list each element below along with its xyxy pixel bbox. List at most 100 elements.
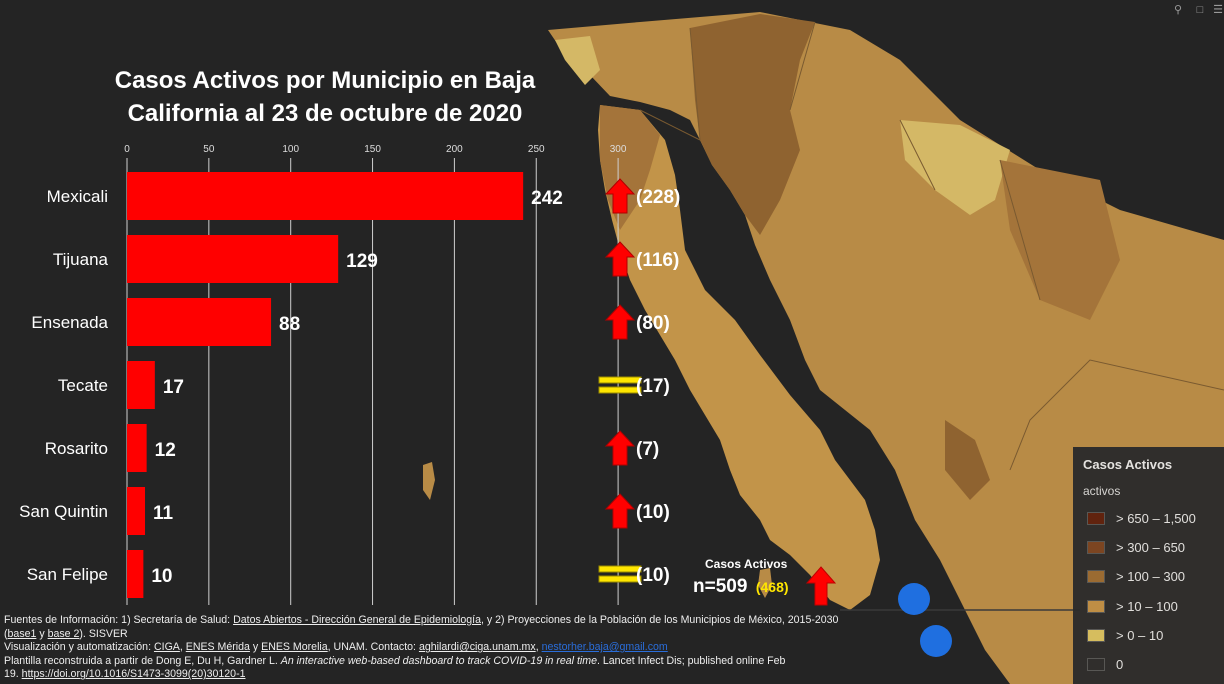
sources-text-part: Plantilla reconstruida a partir de Dong …: [4, 654, 281, 667]
sources-line-3: Visualización y automatización: CIGA, EN…: [4, 641, 884, 655]
category-label: Tecate: [58, 376, 108, 395]
bar: [127, 487, 146, 535]
legend-title: Casos Activos: [1083, 457, 1173, 472]
total-previous-value: (468): [755, 579, 789, 595]
previous-value-label: (7): [636, 439, 659, 460]
previous-value-label: (17): [636, 376, 670, 397]
value-label: 11: [153, 503, 174, 524]
value-label: 129: [346, 251, 378, 272]
sources-text-part: (: [4, 627, 8, 640]
datos-abiertos-link[interactable]: Datos Abiertos - Dirección General de Ep…: [233, 614, 481, 626]
peninsula: [598, 105, 880, 610]
region-dark: [690, 14, 815, 235]
category-label: Rosarito: [45, 439, 108, 458]
bar: [127, 235, 339, 283]
region-dark-3: [945, 420, 990, 500]
ciga-link[interactable]: CIGA: [153, 641, 180, 654]
bar: [127, 361, 155, 409]
bar: [127, 424, 147, 472]
trend-indicators: [598, 178, 642, 583]
grid-layer: [126, 158, 619, 605]
sources-text-part: 19.: [4, 668, 22, 681]
x-tick-label: 300: [610, 144, 627, 155]
legend-item: > 100 – 300: [1087, 567, 1185, 585]
region-light: [900, 120, 1010, 215]
legend-item: > 10 – 100: [1087, 597, 1178, 615]
previous-value-labels: (228) (116) (80) (17) (7) (10) (10): [636, 187, 680, 586]
legend-item: > 300 – 650: [1087, 538, 1185, 556]
previous-value-label: (116): [636, 250, 679, 271]
sources-text-part: Visualización y automatización:: [4, 641, 154, 654]
sources-text-part: ). SISVER: [79, 627, 128, 640]
value-label: 12: [155, 440, 176, 461]
x-tick-label: 150: [364, 144, 381, 155]
contact-email-link-2[interactable]: nestorher.baja@gmail.com: [541, 641, 668, 654]
sources-text-part: , y 2) Proyecciones de la Población de l…: [480, 614, 839, 626]
legend-label: > 100 – 300: [1116, 568, 1186, 584]
location-marker-2[interactable]: [920, 625, 952, 657]
island-2: [758, 568, 772, 598]
tick-labels: 0 50 100 150 200 250 300: [124, 144, 627, 155]
legend-item: > 650 – 1,500: [1087, 509, 1196, 527]
x-tick-label: 200: [446, 144, 463, 155]
previous-value-label: (80): [636, 313, 670, 334]
trend-equal-icon: [598, 376, 642, 394]
trend-up-icon: [604, 241, 636, 277]
legend-label: > 650 – 1,500: [1116, 510, 1196, 526]
total-trend-up-icon: [805, 566, 837, 606]
paper-title: An interactive web-based dashboard to tr…: [280, 654, 597, 667]
sources-text-part: ,: [179, 641, 186, 654]
sources-prefix: Fuentes de Información: 1) Secretaría de…: [4, 614, 234, 626]
legend-swatch: [1087, 628, 1105, 642]
legend-label: > 300 – 650: [1116, 539, 1186, 555]
trend-up-icon: [604, 178, 636, 214]
legend-swatch: [1087, 511, 1105, 525]
trend-up-icon: [604, 304, 636, 340]
previous-value-label: (10): [636, 502, 670, 523]
trend-up-icon: [604, 493, 636, 529]
value-label: 17: [163, 377, 184, 398]
x-tick-label: 100: [282, 144, 299, 155]
legend-swatch: [1087, 540, 1105, 554]
location-marker[interactable]: [898, 583, 930, 615]
contact-email-link[interactable]: aghilardi@ciga.unam.mx: [418, 641, 536, 654]
sources-line-1: Fuentes de Información: 1) Secretaría de…: [4, 614, 884, 628]
sources-text-part: ,: [535, 641, 542, 654]
x-tick-label: 50: [203, 144, 215, 155]
sources-text-part: y: [249, 641, 262, 654]
sources-text-part: , UNAM. Contacto:: [327, 641, 419, 654]
chart-title: Casos Activos por Municipio en Baja Cali…: [114, 67, 536, 127]
base2-link[interactable]: base 2: [47, 627, 80, 640]
bookmark-icon[interactable]: □: [1196, 4, 1204, 16]
enes-merida-link[interactable]: ENES Mérida: [185, 641, 250, 654]
search-icon[interactable]: ⚲: [1173, 4, 1183, 16]
legend-label: 0: [1116, 656, 1124, 672]
region-dark-2: [1000, 160, 1120, 320]
value-label: 88: [279, 314, 300, 335]
value-label: 242: [531, 188, 563, 209]
total-label: Casos Activos: [705, 557, 788, 571]
enes-morelia-link[interactable]: ENES Morelia: [261, 641, 328, 654]
base1-link[interactable]: base1: [7, 627, 37, 640]
legend-label: > 10 – 100: [1116, 598, 1178, 614]
island: [423, 462, 435, 500]
legend-item: > 0 – 10: [1087, 626, 1163, 644]
legend-subtitle: activos: [1083, 484, 1121, 498]
value-labels: 242 129 88 17 12 11 10: [151, 188, 562, 587]
category-labels: Mexicali Tijuana Ensenada Tecate Rosarito San…: [19, 187, 108, 584]
category-label: San Felipe: [27, 565, 108, 584]
region-light-2: [555, 36, 600, 85]
category-label: Ensenada: [31, 313, 108, 332]
total-row: n=509 (468): [693, 576, 789, 598]
doi-link[interactable]: https://doi.org/10.1016/S1473-3099(20)30…: [21, 668, 246, 681]
sources-line-2: (base1 y base 2). SISVER: [4, 628, 884, 642]
sources-line-4: Plantilla reconstruida a partir de Dong …: [4, 655, 884, 669]
region-boundaries: [639, 21, 1224, 471]
bar: [127, 550, 144, 598]
list-icon[interactable]: ☰: [1213, 4, 1223, 16]
previous-value-label: (10): [636, 565, 670, 586]
legend-swatch: [1087, 657, 1105, 671]
sources-line-5: 19. https://doi.org/10.1016/S1473-3099(2…: [4, 668, 884, 682]
